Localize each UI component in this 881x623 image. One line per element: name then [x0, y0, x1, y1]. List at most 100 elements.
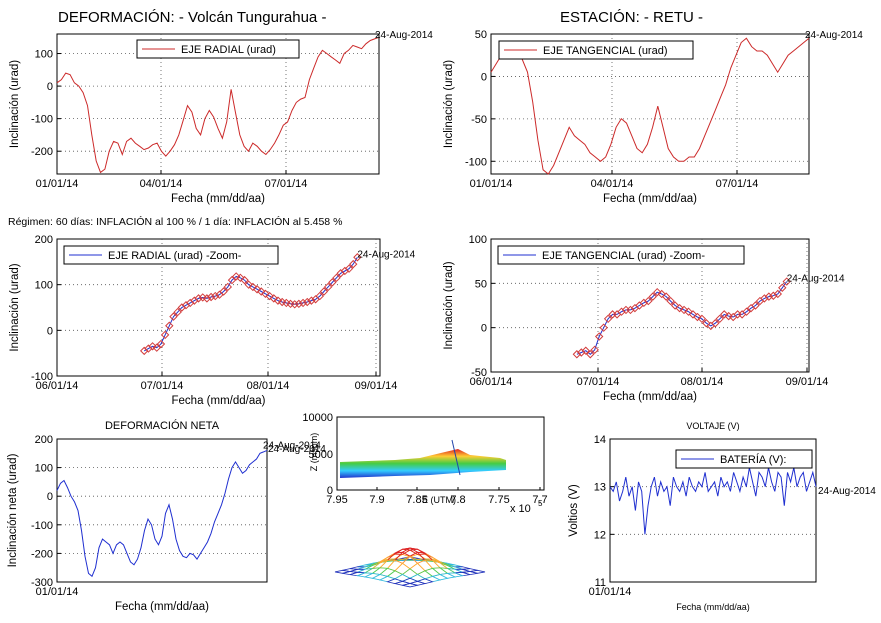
radial_zoom-ytick-label: 200	[35, 234, 53, 246]
radial_zoom-data-point	[231, 272, 241, 281]
regime-text: Régimen: 60 días: INFLACIÓN al 100 % / 1…	[8, 216, 343, 228]
mesh-cell	[394, 574, 411, 582]
mesh-cell	[402, 583, 418, 588]
tangencial_zoom-data-point	[684, 307, 693, 316]
radial-xtick-label: 04/01/14	[140, 178, 183, 190]
radial_zoom-xtick-label: 07/01/14	[141, 380, 184, 392]
utm-ytick-label: 0	[327, 485, 333, 497]
radial_zoom-legend-box	[63, 245, 279, 265]
tangencial_zoom-data-point	[577, 348, 586, 357]
utm-x-exponent: x 10	[510, 503, 531, 515]
radial_zoom-data-point	[173, 307, 182, 317]
tangencial_zoom-legend-label: EJE TANGENCIAL (urad) -Zoom-	[542, 250, 705, 262]
tangencial-ylabel: Inclinación (urad)	[443, 60, 455, 148]
radial_zoom-data-point	[319, 287, 329, 296]
radial_zoom-data-point	[211, 291, 220, 301]
tangencial_zoom-xtick-label: 08/01/14	[681, 376, 724, 388]
tangencial_zoom-data-point	[697, 314, 707, 324]
radial_zoom-ylabel: Inclinación (urad)	[9, 263, 21, 351]
tangencial-ytick-label: -100	[465, 156, 487, 168]
radial_zoom-data-point	[236, 273, 245, 283]
tangencial_zoom-end-label: 24-Aug-2014	[787, 274, 845, 285]
utm-surface	[340, 449, 506, 478]
neta-ylabel: Inclinación neta (urad)	[7, 453, 19, 567]
neta-ytick-label: 0	[47, 491, 53, 503]
voltaje-ylabel: Voltios (V)	[568, 484, 580, 537]
tangencial_zoom-data-point	[590, 345, 599, 355]
neta-series-line	[56, 449, 268, 578]
radial_zoom-data-point	[252, 285, 262, 294]
utm-vector	[451, 439, 461, 476]
tangencial_zoom-data-point	[702, 319, 711, 328]
radial_zoom-data-point	[160, 330, 170, 340]
radial_zoom-data-point	[194, 294, 203, 303]
mesh-cell	[386, 578, 404, 585]
radial_zoom-data-point	[223, 282, 233, 292]
tangencial_zoom-data-point	[675, 303, 684, 313]
tangencial_zoom-data-point	[648, 292, 657, 301]
radial_zoom-data-point	[273, 296, 283, 305]
utm-xtick-label: 7.95	[326, 494, 347, 506]
utm-x-exponent-power: 5	[538, 499, 543, 508]
utm-xtick-label: 7.9	[369, 494, 384, 506]
mesh-cell	[386, 570, 404, 580]
neta-title: DEFORMACIÓN NETA	[105, 419, 220, 432]
radial-ytick-label: 100	[35, 49, 53, 61]
voltaje-title: VOLTAJE (V)	[686, 421, 739, 431]
mesh-cell	[409, 562, 426, 575]
mesh-cell	[394, 562, 411, 575]
neta-ytick-label: 100	[35, 463, 53, 475]
voltaje-end-label: 24-Aug-2014	[818, 486, 876, 497]
radial_zoom-data-point	[202, 294, 212, 303]
tangencial_zoom-data-point	[599, 323, 608, 332]
radial_zoom-data-point	[244, 280, 253, 289]
tangencial_zoom-data-point	[594, 332, 604, 341]
radial_zoom-data-point	[353, 253, 362, 262]
radial_zoom-data-point	[240, 275, 249, 285]
radial-series-line	[56, 36, 380, 174]
tangencial-legend-box	[498, 40, 694, 60]
utm-xtick-label: 7.75	[488, 494, 509, 506]
neta-ytick-label: -200	[31, 548, 53, 560]
mesh-cell	[401, 577, 419, 584]
neta-axes-box	[56, 438, 268, 583]
tangencial_zoom-data-point	[751, 301, 760, 310]
radial_zoom-xtick-label: 06/01/14	[36, 380, 79, 392]
tangencial_zoom-data-point	[653, 287, 662, 297]
tangencial_zoom-ytick-label: 0	[481, 323, 487, 335]
tangencial_zoom-data-point	[778, 283, 787, 292]
mesh-cell	[416, 570, 434, 580]
radial_zoom-data-point	[349, 259, 358, 269]
radial_zoom-data-point	[206, 292, 216, 302]
voltaje-xlabel: Fecha (mm/dd/aa)	[676, 602, 750, 612]
radial_zoom-xlabel: Fecha (mm/dd/aa)	[172, 395, 266, 407]
radial_zoom-xtick-label: 08/01/14	[247, 380, 290, 392]
tangencial_zoom-data-point	[769, 291, 778, 300]
radial_zoom-data-point	[219, 287, 228, 296]
tangencial_zoom-ytick-label: 50	[475, 278, 487, 290]
utm-ytick-label: 10000	[302, 412, 333, 424]
tangencial_zoom-ytick-label: 100	[469, 234, 487, 246]
neta-xlabel: Fecha (mm/dd/aa)	[115, 601, 209, 613]
tangencial-ytick-label: 50	[475, 29, 487, 41]
tangencial_zoom-data-point	[711, 319, 720, 328]
mesh-surface	[334, 547, 486, 588]
radial_zoom-data-point	[298, 298, 308, 308]
radial_zoom-data-point	[307, 296, 316, 305]
neta-ytick-label: 200	[35, 434, 53, 446]
radial_zoom-data-point	[257, 287, 266, 296]
radial_zoom-data-point	[227, 275, 237, 285]
tangencial_zoom-data-point	[644, 296, 653, 306]
tangencial_zoom-data-point	[764, 292, 774, 301]
voltaje-ytick-label: 11	[595, 577, 606, 589]
voltaje-xtick-label: 01/01/14	[589, 586, 632, 598]
utm-ylabel: Z (msnm)	[309, 433, 319, 472]
tangencial_zoom-data-point	[639, 298, 649, 308]
mesh-cell	[423, 575, 442, 583]
tangencial_zoom-data-point	[670, 301, 680, 310]
tangencial_zoom-data-point	[617, 307, 626, 316]
radial_zoom-data-point	[294, 299, 304, 309]
tangencial-series-line	[490, 37, 810, 175]
tangencial_zoom-xtick-label: 07/01/14	[577, 376, 620, 388]
